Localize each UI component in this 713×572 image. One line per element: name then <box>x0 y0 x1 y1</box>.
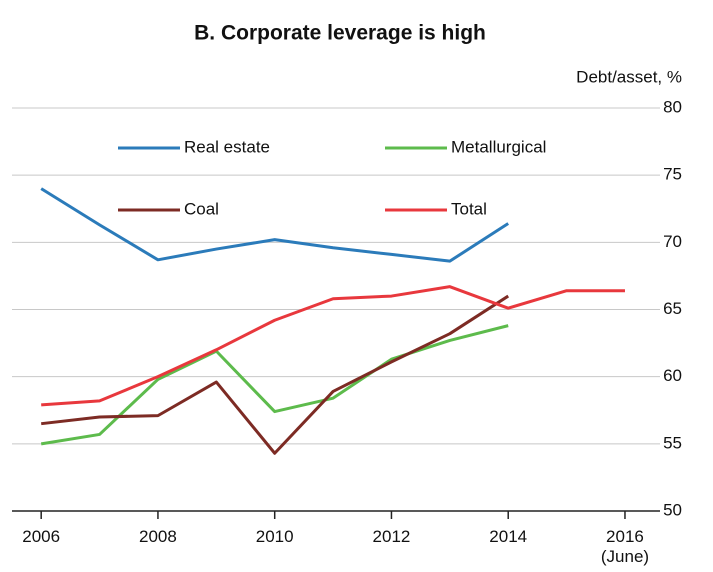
legend-label: Real estate <box>184 137 270 156</box>
series-line <box>41 285 625 407</box>
y-tick-label: 75 <box>663 165 682 184</box>
y-axis-label: Debt/asset, % <box>576 67 682 86</box>
x-tick-label: 2014 <box>489 527 528 546</box>
legend-label: Total <box>451 199 487 218</box>
y-tick-label: 65 <box>663 299 682 318</box>
y-tick-label: 50 <box>663 500 682 519</box>
y-tick-label: 55 <box>663 433 682 452</box>
x-tick-label: 2010 <box>255 527 294 546</box>
y-tick-label: 60 <box>663 366 682 385</box>
y-tick-label: 70 <box>663 232 682 251</box>
legend-label: Metallurgical <box>451 137 546 156</box>
series-line <box>41 294 510 455</box>
x-tick-label: 2012 <box>372 527 411 546</box>
chart-title: B. Corporate leverage is high <box>194 22 486 45</box>
series-line <box>40 324 509 446</box>
x-tick-label: 2008 <box>139 527 177 546</box>
legend-label: Coal <box>184 199 219 218</box>
x-tick-label: 2006 <box>22 527 61 546</box>
x-tick-label: 2016 (June) <box>600 527 650 566</box>
series-line <box>40 187 510 263</box>
y-tick-label: 80 <box>663 97 682 116</box>
